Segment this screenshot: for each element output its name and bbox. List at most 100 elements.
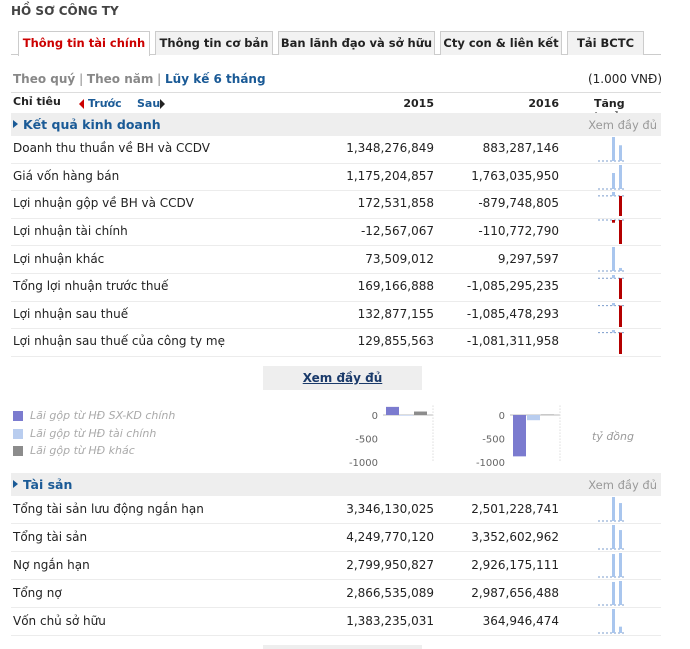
- header-label: Chỉ tiêu: [13, 95, 61, 108]
- bar: [400, 415, 413, 416]
- section-more[interactable]: Xem đầy đủ: [588, 478, 657, 492]
- growth-bar: [619, 219, 622, 244]
- growth-sparkline: [598, 581, 625, 606]
- section-icon: [13, 480, 18, 488]
- legend-swatch: [13, 428, 23, 439]
- row-value: 73,509,012: [365, 251, 434, 266]
- row-value: -1,085,478,293: [466, 306, 559, 321]
- growth-sparkline: [598, 525, 625, 550]
- tab[interactable]: Tải BCTC: [567, 31, 644, 55]
- growth-bar: [612, 581, 615, 605]
- table-row: Tổng tài sản 4,249,770,120 3,352,602,962: [11, 524, 661, 552]
- y-tick-label: -1000: [476, 458, 505, 469]
- period-links: Theo quý | Theo năm | Lũy kế 6 tháng: [13, 72, 266, 86]
- row-label: Lợi nhuận khác: [13, 251, 105, 266]
- row-value: 1,348,276,849: [346, 141, 434, 156]
- row-value: 3,346,130,025: [346, 501, 434, 516]
- table-header: Chỉ tiêu Trước Sau 2015 2016 Tăng trưởng: [11, 92, 661, 123]
- row-label: Lợi nhuận sau thuế: [13, 306, 129, 321]
- legend-swatch: [13, 446, 23, 456]
- row-label: Tổng tài sản: [13, 529, 88, 544]
- period-link[interactable]: Theo năm: [86, 72, 154, 86]
- row-label: Tổng lợi nhuận trước thuế: [13, 279, 169, 294]
- growth-bar: [619, 553, 622, 577]
- growth-sparkline: [598, 330, 625, 355]
- legend-label: Lãi gộp từ HĐ tài chính: [30, 426, 157, 440]
- period-link[interactable]: Lũy kế 6 tháng: [165, 72, 266, 86]
- chart-unit: tỷ đồng: [592, 430, 634, 443]
- row-label: Nợ ngắn hạn: [13, 557, 90, 572]
- y-tick-label: 0: [499, 411, 505, 422]
- row-label: Doanh thu thuần về BH và CCDV: [13, 141, 211, 156]
- bar: [414, 411, 427, 415]
- more-button[interactable]: Xem đầy đủ: [263, 366, 422, 390]
- y-tick-label: -500: [355, 435, 378, 446]
- table-row: Lợi nhuận sau thuế 132,877,155 -1,085,478,…: [11, 302, 661, 330]
- row-label: Lợi nhuận tài chính: [13, 224, 128, 239]
- growth-sparkline: [598, 275, 625, 299]
- bar: [527, 415, 540, 421]
- row-value: 1,383,235,031: [346, 613, 434, 628]
- more-button-partial[interactable]: [263, 645, 422, 649]
- row-value: 3,352,602,962: [471, 529, 559, 544]
- section-more[interactable]: Xem đầy đủ: [588, 118, 657, 132]
- row-value: 172,531,858: [357, 196, 434, 211]
- growth-sparkline: [598, 553, 625, 578]
- row-label: Giá vốn hàng bán: [13, 168, 120, 183]
- legend-label: Lãi gộp từ HĐ SX-KD chính: [30, 409, 176, 422]
- growth-sparkline: [598, 137, 625, 162]
- growth-bar: [612, 554, 615, 577]
- row-value: 2,501,228,741: [471, 501, 559, 516]
- growth-sparkline: [598, 302, 625, 327]
- growth-bar: [619, 145, 622, 161]
- tab[interactable]: Thông tin cơ bản: [155, 31, 273, 55]
- growth-sparkline: [598, 219, 625, 244]
- growth-bar: [612, 137, 615, 161]
- growth-bar: [612, 302, 615, 306]
- row-value: 2,866,535,089: [346, 585, 434, 600]
- bar: [386, 406, 399, 415]
- growth-bar: [619, 626, 622, 633]
- table-row: Lợi nhuận sau thuế của công ty mẹ 129,855…: [11, 329, 661, 357]
- next-arrow[interactable]: [160, 99, 165, 109]
- tab[interactable]: Cty con & liên kết: [440, 31, 562, 55]
- table-row: Nợ ngắn hạn 2,799,950,827 2,926,175,111: [11, 552, 661, 580]
- bar: [513, 415, 526, 457]
- row-value: -1,081,311,958: [466, 334, 559, 349]
- legend-label: Lãi gộp từ HĐ khác: [30, 444, 135, 457]
- row-label: Vốn chủ sở hữu: [13, 613, 106, 628]
- growth-bar: [619, 268, 622, 272]
- growth-bar: [612, 609, 615, 633]
- prev-arrow[interactable]: [79, 99, 84, 109]
- growth-bar: [619, 503, 622, 521]
- row-value: -12,567,067: [360, 224, 434, 239]
- table-row: Tổng tài sản lưu động ngắn hạn 3,346,130,…: [11, 496, 661, 524]
- row-value: 883,287,146: [482, 141, 559, 156]
- table-row: Tổng nợ 2,866,535,089 2,987,656,488: [11, 580, 661, 608]
- table-row: Lợi nhuận tài chính -12,567,067 -110,772,7…: [11, 219, 661, 247]
- row-value: 132,877,155: [357, 306, 434, 321]
- growth-bar: [612, 192, 615, 197]
- tab[interactable]: Thông tin tài chính: [18, 31, 150, 56]
- growth-sparkline: [598, 164, 625, 190]
- unit: (1.000 VNĐ): [587, 72, 662, 86]
- row-value: -879,748,805: [478, 196, 559, 211]
- row-value: 4,249,770,120: [346, 529, 434, 544]
- y-tick-label: -500: [482, 435, 505, 446]
- growth-bar: [612, 247, 615, 272]
- row-value: 1,763,035,950: [471, 168, 559, 183]
- prev-link[interactable]: Trước: [88, 97, 122, 110]
- row-value: 9,297,597: [497, 251, 559, 266]
- growth-bar: [619, 530, 622, 549]
- next-link[interactable]: Sau: [137, 97, 161, 110]
- growth-bar: [619, 278, 622, 299]
- row-label: Lợi nhuận gộp về BH và CCDV: [13, 196, 194, 211]
- growth-bar: [619, 332, 622, 355]
- growth-bar: [619, 196, 622, 217]
- row-value: 364,946,474: [482, 613, 559, 628]
- growth-bar: [612, 172, 615, 189]
- period-link[interactable]: Theo quý: [13, 72, 76, 86]
- row-label: Tổng nợ: [13, 585, 62, 600]
- tab[interactable]: Ban lãnh đạo và sở hữu: [278, 31, 435, 55]
- growth-bar: [612, 525, 615, 549]
